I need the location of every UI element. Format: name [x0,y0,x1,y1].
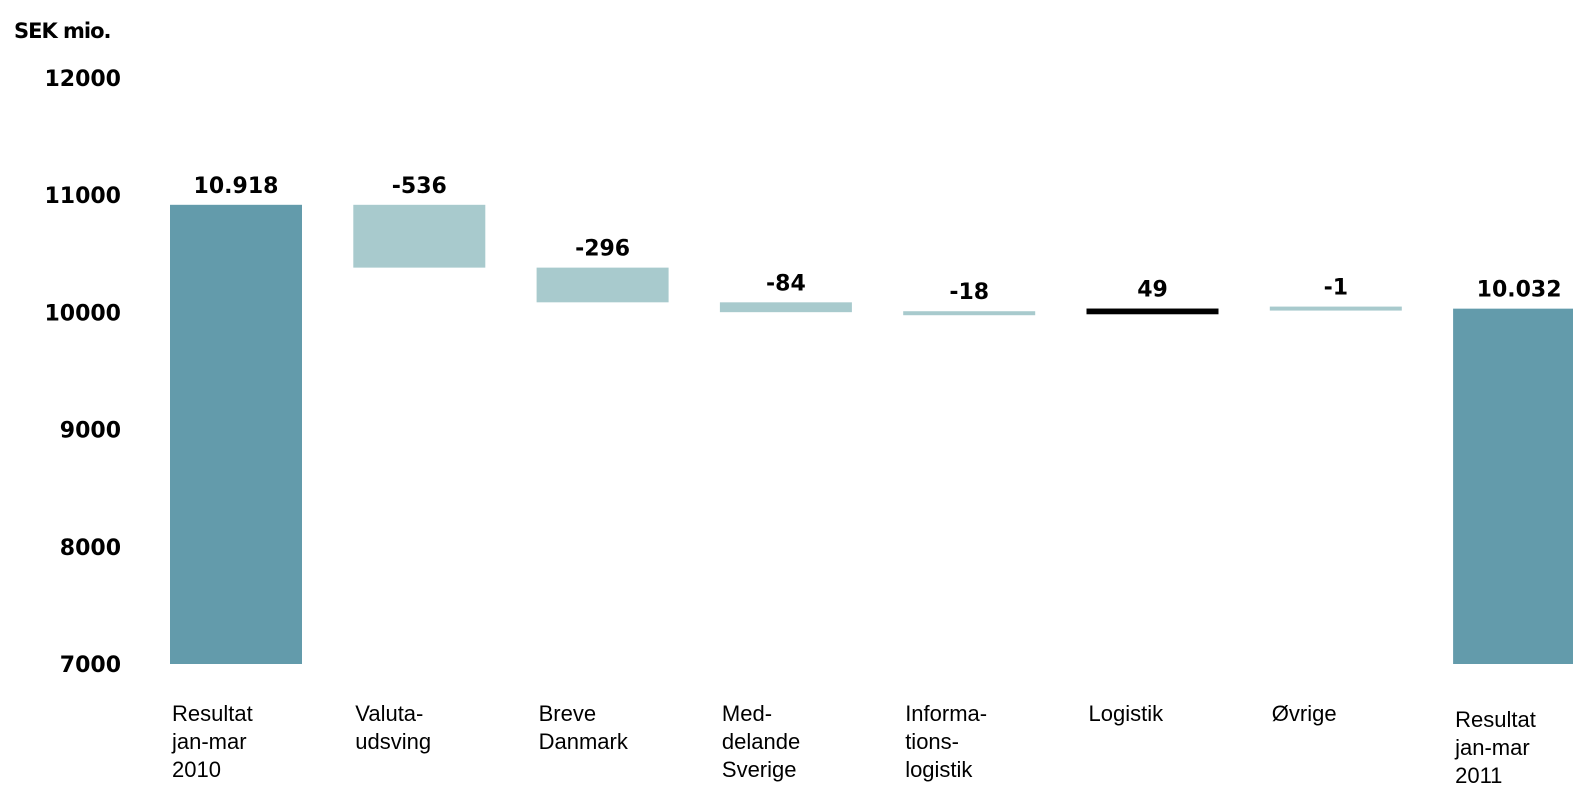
data-label: 10.918 [194,174,279,199]
y-tick-label: 8000 [60,536,121,561]
category-label-line: Informa- [905,701,987,726]
y-axis: 12000 11000 10000 9000 8000 7000 [44,67,121,678]
data-labels: 10.918 -536 -296 -84 -18 49 -1 10.032 [194,174,1562,305]
y-tick-label: 7000 [60,653,121,678]
category-label-line: delande [722,729,800,754]
bar [719,302,852,313]
category-label-line: 2010 [172,757,221,782]
category-label-line: Resultat [1455,707,1536,732]
category-labels: Resultat jan-mar 2010 Valuta-udsving Breve Da… [171,701,1536,786]
category-label-line: tions- [905,729,959,754]
category-label: Informa-tions-logistik [905,701,987,782]
data-label: 49 [1137,278,1168,303]
data-label: -18 [949,280,989,305]
bar [170,204,302,664]
category-label-line: jan-mar [1454,735,1530,760]
y-tick-label: 11000 [44,184,121,209]
category-label-line: jan-mar [171,729,247,754]
category-label: Resultat jan-mar 2010 [171,701,253,782]
bars [170,204,1573,664]
data-label: -84 [766,271,806,296]
data-label: -1 [1324,276,1348,301]
category-label: Logistik [1089,701,1165,726]
category-label-line: Breve [539,701,596,726]
category-label-line: Resultat [172,701,253,726]
unit-label: SEK mio. [14,19,111,43]
category-label-line: Øvrige [1272,701,1337,726]
category-label-line: Logistik [1089,701,1165,726]
data-label: -536 [392,174,447,199]
category-label-line: udsving [355,729,431,754]
category-label-line: Med- [722,701,772,726]
category-label: Breve Danmark [539,701,629,754]
bar [536,267,669,303]
y-tick-label: 12000 [44,67,121,92]
y-tick-label: 9000 [60,419,121,444]
category-label-line: Valuta- [355,701,423,726]
bar [1269,306,1402,311]
category-label: Valuta-udsving [355,701,431,754]
category-label-line: 2011 [1455,763,1502,786]
bar [903,311,1036,316]
category-label: Resultat jan-mar 2011 [1454,707,1536,786]
y-tick-label: 10000 [44,301,121,326]
data-label: 10.032 [1477,278,1562,303]
category-label: Med-delande Sverige [722,701,800,782]
bar [1453,308,1573,664]
bar [1086,308,1219,315]
category-label-line: Danmark [539,729,629,754]
data-label: -296 [575,237,630,262]
category-label-line: Sverige [722,757,797,782]
bar [353,204,486,268]
category-label: Øvrige [1272,701,1337,726]
category-label-line: logistik [905,757,973,782]
